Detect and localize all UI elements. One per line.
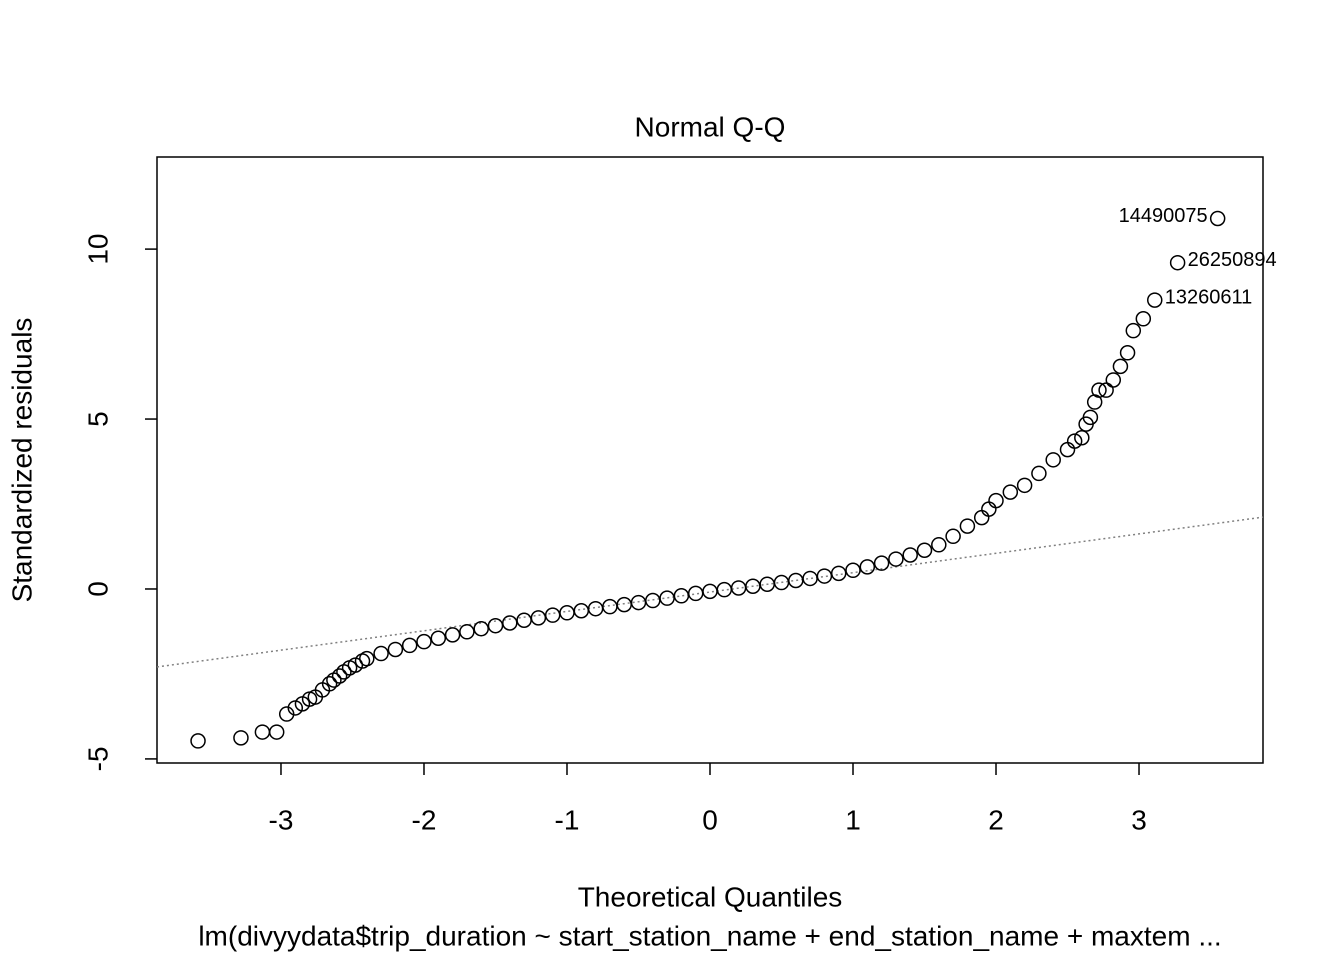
point	[331, 668, 348, 684]
point	[401, 637, 418, 654]
point	[254, 724, 271, 740]
point	[988, 492, 1004, 509]
x-tick-label: 3	[1131, 804, 1147, 835]
point	[716, 581, 733, 598]
point	[859, 559, 876, 575]
point-label: 14490075	[1119, 205, 1208, 227]
point	[1105, 372, 1122, 388]
point	[373, 645, 389, 662]
point	[802, 570, 818, 587]
point	[981, 501, 997, 517]
point	[502, 615, 518, 631]
point	[459, 624, 475, 640]
y-tick-label: 0	[82, 581, 113, 597]
x-tick-label: 0	[702, 804, 718, 835]
point	[959, 518, 976, 534]
point	[1082, 409, 1099, 426]
x-tick-label: 2	[988, 804, 1004, 835]
point	[473, 620, 489, 637]
point	[321, 676, 338, 692]
point	[1091, 382, 1107, 398]
point	[430, 630, 447, 647]
point	[888, 551, 904, 567]
point	[416, 633, 432, 650]
point	[530, 610, 547, 626]
point	[830, 565, 847, 582]
point	[902, 547, 918, 563]
point	[1016, 477, 1033, 494]
point	[1045, 452, 1061, 468]
point	[1209, 210, 1226, 227]
point	[1031, 465, 1047, 482]
point-label: 26250894	[1188, 249, 1277, 271]
point	[1098, 382, 1114, 398]
point	[931, 537, 947, 553]
point	[487, 617, 504, 634]
point	[973, 509, 990, 526]
point	[687, 585, 704, 602]
point	[233, 730, 249, 746]
point	[544, 607, 561, 623]
point	[873, 555, 890, 571]
point	[1169, 254, 1186, 271]
point	[945, 528, 961, 545]
point	[1112, 358, 1129, 375]
point	[1125, 322, 1142, 339]
point	[1059, 441, 1076, 458]
point	[573, 602, 590, 619]
point-label: 13260611	[1165, 286, 1253, 308]
point	[1135, 311, 1152, 327]
x-tick-label: -2	[412, 804, 437, 835]
y-tick-label: -5	[82, 746, 113, 771]
point	[702, 583, 718, 600]
x-axis-label: Theoretical Quantiles	[578, 881, 843, 912]
point	[587, 600, 604, 617]
point	[673, 588, 690, 604]
x-tick-label: 1	[845, 804, 861, 835]
point	[916, 542, 933, 558]
point	[845, 562, 861, 579]
y-tick-label: 10	[82, 234, 113, 265]
point	[602, 598, 618, 615]
point	[816, 568, 833, 584]
point	[1002, 484, 1019, 500]
point	[444, 627, 461, 643]
point	[516, 612, 532, 629]
y-axis-label: Standardized residuals	[6, 318, 37, 603]
point	[559, 605, 575, 621]
point	[1074, 429, 1090, 446]
y-tick-label: 5	[82, 411, 113, 427]
point	[1146, 292, 1163, 308]
point	[387, 641, 404, 658]
point	[1119, 345, 1136, 361]
plot-frame	[156, 156, 1264, 764]
x-tick-label: -3	[269, 804, 294, 835]
reference-line	[156, 516, 1264, 668]
point	[1066, 433, 1083, 449]
point	[190, 733, 206, 749]
point	[659, 590, 675, 606]
chart-title: Normal Q-Q	[635, 111, 786, 142]
x-tick-label: -1	[555, 804, 580, 835]
point	[268, 724, 285, 740]
point	[788, 572, 804, 589]
point	[359, 650, 375, 667]
caption: lm(divyydata$trip_duration ~ start_stati…	[198, 920, 1221, 951]
